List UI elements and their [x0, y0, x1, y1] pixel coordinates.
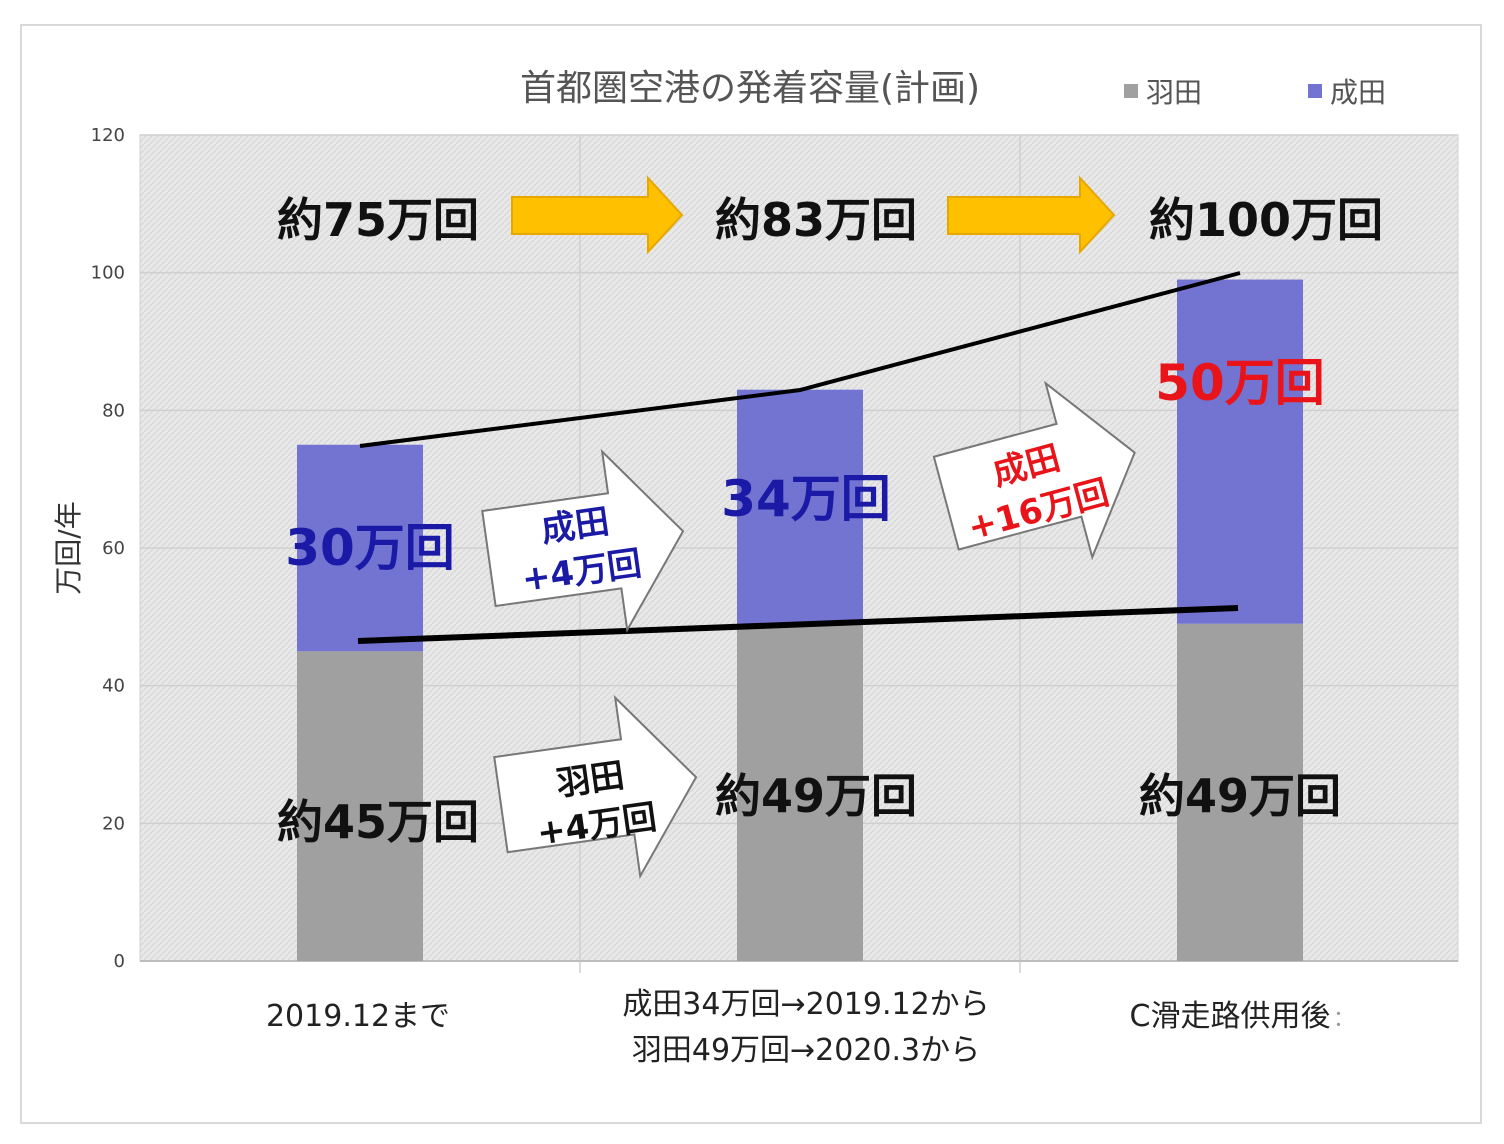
y-tick-label: 0: [114, 951, 125, 972]
category-label: 成田34万回→2019.12から: [622, 987, 989, 1022]
total-label: 約83万回: [715, 193, 917, 247]
bar-narita-1: [737, 389, 863, 624]
haneda-increment-arrow: [493, 694, 698, 880]
category-label: 羽田49万回→2020.3から: [632, 1033, 980, 1068]
narita-value-label: 30万回: [285, 519, 455, 577]
bar-narita-2: [1177, 279, 1303, 624]
haneda-value-label: 約49万回: [1139, 769, 1341, 823]
category-label: C滑走路供用後: [1130, 999, 1331, 1034]
bar-haneda-2: [1177, 623, 1303, 961]
haneda-value-label: 約49万回: [715, 769, 917, 823]
yellow-arrow-2: [947, 175, 1116, 255]
haneda-trend-line: [357, 605, 1239, 644]
bar-haneda-0: [297, 651, 423, 961]
narita-value-label: 50万回: [1155, 354, 1325, 412]
y-tick-label: 20: [102, 813, 125, 834]
total-label: 約75万回: [277, 193, 479, 247]
y-tick-label: 120: [91, 125, 125, 146]
total-trend-line: [359, 271, 1241, 448]
category-label: 2019.12まで: [266, 999, 450, 1034]
yellow-arrow-1: [511, 175, 684, 255]
callout-line1: 成田: [539, 502, 612, 551]
narita-increment-arrow-1: [481, 448, 685, 634]
y-tick-label: 40: [102, 676, 125, 697]
haneda-value-label: 約45万回: [277, 795, 479, 849]
legend-swatch: [1308, 84, 1322, 98]
total-label: 約100万回: [1149, 193, 1383, 247]
category-label: ：: [1333, 1007, 1355, 1032]
legend-label: 羽田: [1146, 76, 1202, 109]
y-tick-label: 100: [91, 263, 125, 284]
callout-line1: 羽田: [554, 755, 627, 804]
narita-increment-arrow-2: [932, 380, 1136, 561]
bars: [297, 279, 1303, 961]
legend-label: 成田: [1330, 76, 1386, 109]
y-axis: 0 20 40 60 80 100 120: [91, 125, 125, 972]
chart-title: 首都圏空港の発着容量(計画): [520, 68, 980, 109]
legend-swatch: [1124, 84, 1138, 98]
bar-narita-0: [297, 444, 423, 652]
y-tick-label: 80: [102, 400, 125, 421]
bar-haneda-1: [737, 623, 863, 961]
y-tick-label: 60: [102, 538, 125, 559]
y-axis-label: 万回/年: [52, 501, 85, 594]
narita-value-label: 34万回: [721, 470, 891, 528]
